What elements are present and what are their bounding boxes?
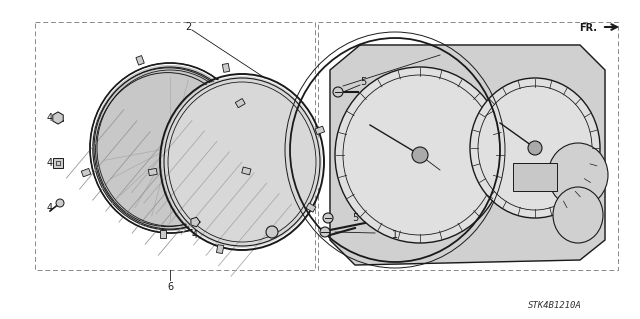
Bar [222, 63, 230, 72]
Text: 4: 4 [47, 158, 53, 168]
Bar [81, 168, 91, 177]
Ellipse shape [335, 67, 505, 243]
Ellipse shape [162, 76, 322, 248]
Ellipse shape [92, 65, 248, 231]
Text: 5: 5 [360, 77, 366, 87]
Ellipse shape [548, 143, 608, 207]
Text: 1: 1 [392, 230, 398, 240]
Ellipse shape [92, 65, 248, 231]
Circle shape [323, 213, 333, 223]
Ellipse shape [412, 147, 428, 163]
Text: 5: 5 [352, 213, 358, 223]
Text: 2: 2 [185, 22, 191, 32]
Text: 4: 4 [47, 113, 53, 123]
Text: 6: 6 [167, 282, 173, 292]
Text: STK4B1210A: STK4B1210A [528, 300, 582, 309]
Bar [236, 99, 245, 108]
Ellipse shape [470, 78, 600, 218]
Text: 4: 4 [192, 230, 198, 240]
Polygon shape [330, 45, 605, 265]
Text: FR.: FR. [579, 23, 597, 33]
Bar [242, 167, 251, 175]
Circle shape [333, 87, 343, 97]
Text: 4: 4 [47, 203, 53, 213]
Bar [306, 203, 316, 212]
Circle shape [56, 199, 64, 207]
Ellipse shape [553, 187, 603, 243]
Bar [148, 168, 157, 176]
Bar [216, 245, 224, 254]
Bar [513, 163, 557, 191]
Polygon shape [53, 112, 63, 124]
Bar [315, 126, 324, 135]
Polygon shape [191, 217, 200, 227]
Circle shape [320, 227, 330, 237]
Ellipse shape [528, 141, 542, 155]
Bar [53, 158, 63, 168]
Bar [136, 56, 144, 65]
Bar [56, 161, 60, 165]
Bar [160, 230, 166, 238]
Circle shape [266, 226, 278, 238]
